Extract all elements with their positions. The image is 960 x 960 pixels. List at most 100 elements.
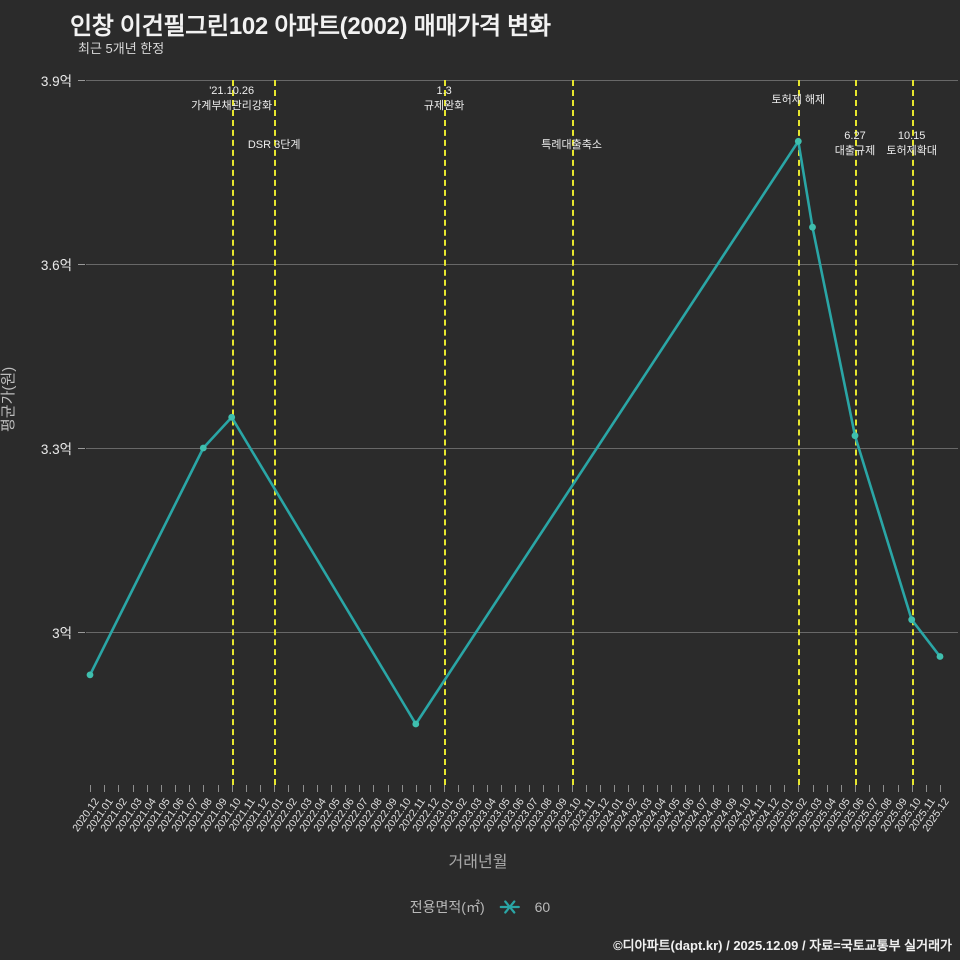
x-axis-tick (302, 785, 304, 792)
x-axis-tick (104, 785, 106, 792)
x-axis-tick (784, 785, 786, 792)
x-axis-tick (260, 785, 261, 792)
x-axis-label: 거래년월 (448, 854, 508, 871)
plot-area (86, 80, 958, 785)
x-axis-tick (755, 785, 757, 792)
x-axis-tick (118, 785, 120, 792)
y-axis-tick (78, 80, 85, 81)
gridline (86, 264, 958, 265)
y-axis-label: 평균가(원) (0, 366, 17, 432)
x-axis-tick (925, 785, 927, 792)
x-axis-tick (600, 785, 601, 792)
x-axis-tick (798, 785, 800, 792)
event-line-land-permit-expanded-10-15 (911, 80, 914, 785)
event-annotation-household-debt-management: '21.10.26 가계부채관리강화 (191, 84, 272, 114)
x-axis-tick (614, 785, 616, 792)
x-axis-tick (316, 785, 318, 792)
x-axis-tick (387, 785, 389, 792)
event-annotation-deregulation-1-3: 1.3 규제완화 (424, 84, 464, 114)
event-annotation-title: 가계부채관리강화 (191, 99, 273, 112)
x-axis-tick (359, 785, 361, 792)
event-annotation-title: DSR 3단계 (247, 139, 301, 151)
x-axis-tick (826, 785, 828, 792)
legend-title: 전용면적(㎡) (409, 899, 485, 915)
event-line-land-permit-lifted (798, 80, 801, 785)
y-axis-tick (78, 448, 85, 449)
event-annotation-date: 1.3 (436, 85, 452, 97)
y-axis-tick (78, 264, 85, 265)
chart-legend: 전용면적(㎡) 60 (410, 897, 550, 917)
x-axis-tick (231, 785, 233, 792)
x-axis-tick (699, 785, 701, 792)
gridline (86, 448, 958, 449)
x-axis-tick (500, 785, 502, 792)
chart-subtitle: 최근 5개년 한정 (78, 41, 165, 56)
x-axis-tick (670, 785, 672, 792)
x-axis-tick (472, 785, 474, 792)
x-axis-tick (656, 785, 658, 792)
x-axis-tick (543, 785, 545, 792)
x-axis-tick (373, 785, 375, 792)
x-axis-tick (90, 785, 91, 792)
x-axis-tick (217, 785, 219, 792)
y-axis-tick-label: 3.6억 (40, 258, 72, 273)
page-title: 인창 이건필그린102 아파트(2002) 매매가격 변화 (70, 13, 551, 40)
event-line-dsr-stage-3 (274, 80, 277, 785)
x-axis-tick (415, 785, 417, 792)
y-axis-tick (78, 632, 85, 633)
event-annotation-land-permit-lifted: 토허제 해제 (772, 93, 826, 108)
x-axis-tick (175, 785, 176, 792)
y-axis-tick-label: 3.3억 (40, 442, 72, 457)
event-line-deregulation-1-3 (444, 80, 447, 785)
x-axis-tick (203, 785, 205, 792)
x-axis-tick (571, 785, 573, 792)
x-axis-tick (855, 785, 856, 792)
x-axis-tick (741, 785, 743, 792)
x-axis-tick (685, 785, 686, 792)
event-annotation-date: '21.10.26 (209, 85, 255, 97)
x-axis-tick (529, 785, 531, 792)
x-axis-tick (557, 785, 559, 792)
event-line-loan-regulation-6-27 (855, 80, 857, 785)
x-axis-tick (628, 785, 630, 792)
event-annotation-title: 대출규제 (834, 144, 876, 157)
x-axis-tick (189, 785, 191, 792)
event-annotation-dsr-stage-3: DSR 3단계 (248, 138, 301, 153)
x-axis-tick (585, 785, 587, 792)
x-axis-tick (245, 785, 247, 792)
x-axis-tick (345, 785, 346, 792)
x-axis-tick (940, 785, 941, 792)
y-axis-tick-label: 3.9억 (40, 74, 72, 89)
event-annotation-title: 토허제 해제 (771, 94, 826, 106)
event-annotation-title: 특례대출축소 (541, 139, 603, 151)
x-axis-tick (288, 785, 290, 792)
x-axis-tick (132, 785, 134, 792)
x-axis-tick (160, 785, 162, 792)
x-axis-tick (727, 785, 729, 792)
gridline (86, 632, 958, 633)
x-axis-tick (642, 785, 644, 792)
event-line-household-debt-management (231, 80, 234, 785)
event-annotation-land-permit-expanded-10-15: 10.15 토허제확대 (886, 129, 937, 159)
event-annotation-special-loan-reduction: 특례대출축소 (541, 138, 602, 153)
x-axis-tick (515, 785, 516, 792)
x-axis-tick (713, 785, 715, 792)
star-marker-icon (497, 899, 523, 915)
x-axis-tick (883, 785, 885, 792)
event-annotation-title: 토허제확대 (886, 144, 937, 157)
x-axis-tick (430, 785, 431, 792)
x-axis-tick (274, 785, 276, 792)
legend-entry-label: 60 (534, 899, 551, 915)
x-axis-tick (897, 785, 899, 792)
y-axis-tick-label: 3억 (52, 626, 72, 641)
x-axis-tick (401, 785, 403, 792)
event-annotation-date: 10.15 (897, 130, 926, 142)
x-axis-tick (770, 785, 771, 792)
x-axis-tick (869, 785, 871, 792)
event-annotation-loan-regulation-6-27: 6.27 대출규제 (835, 129, 875, 159)
x-axis-tick (458, 785, 460, 792)
x-axis-tick (146, 785, 148, 792)
event-annotation-title: 규제완화 (423, 99, 465, 112)
event-annotation-date: 6.27 (844, 130, 866, 142)
